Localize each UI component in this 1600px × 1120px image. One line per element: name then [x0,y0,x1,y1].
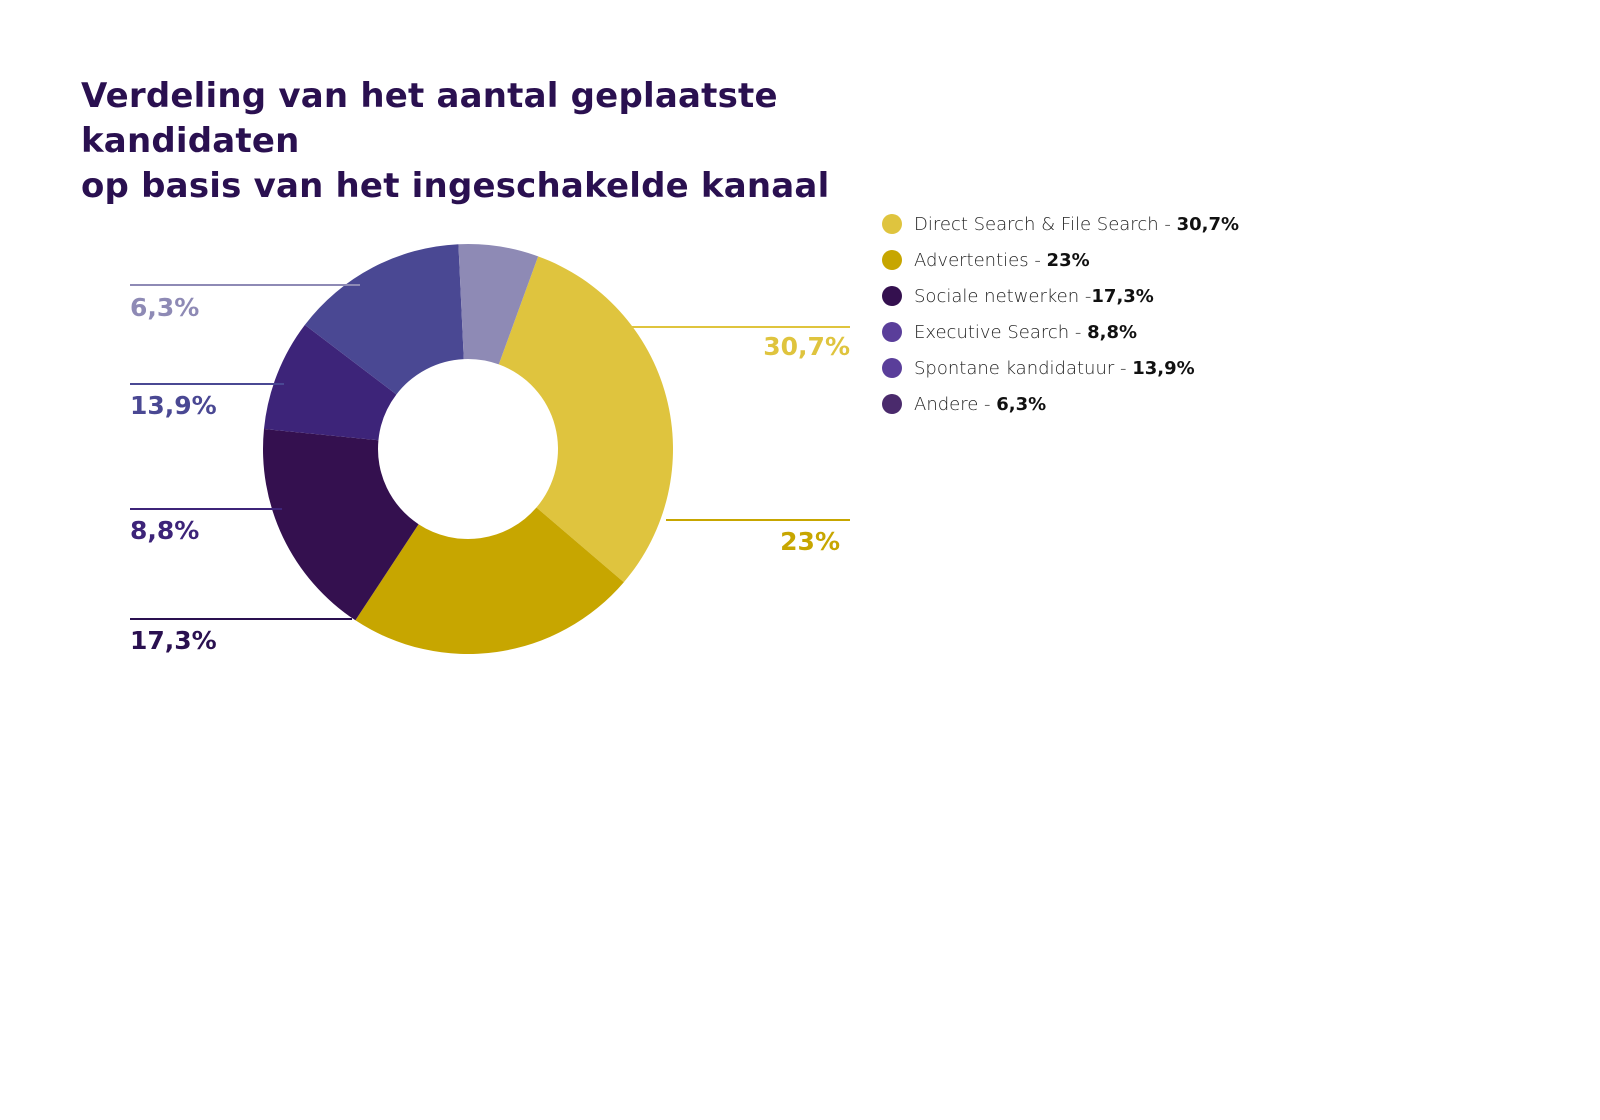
legend-swatch [882,250,902,270]
legend-swatch [882,214,902,234]
legend-item: Advertenties - 23% [882,242,1239,278]
legend-swatch [882,358,902,378]
legend-value: 30,7% [1176,213,1240,235]
slice-sociale-netwerken [263,428,419,621]
slice-spontane-kandidatuur [304,244,464,395]
chart-title: Verdeling van het aantal geplaatste kand… [81,74,981,209]
legend-item: Direct Search & File Search - 30,7% [882,206,1239,242]
slice-value-label: 6,3% [130,293,199,322]
legend-swatch [882,394,902,414]
legend-swatch [882,322,902,342]
slice-value-label: 17,3% [130,626,217,655]
chart-legend: Direct Search & File Search - 30,7% Adver… [882,206,1239,422]
legend-value: 17,3% [1091,285,1154,307]
legend-item: Executive Search - 8,8% [882,314,1239,350]
legend-label: Spontane kandidatuur - [914,357,1133,379]
legend-label: Direct Search & File Search - [914,213,1177,235]
slice-advertenties [355,507,624,654]
legend-item: Andere - 6,3% [882,386,1239,422]
legend-item: Spontane kandidatuur - 13,9% [882,350,1239,386]
legend-label: Andere - [914,393,997,415]
legend-label: Executive Search - [914,321,1088,343]
legend-value: 6,3% [996,393,1047,415]
legend-item: Sociale netwerken -17,3% [882,278,1239,314]
legend-swatch [882,286,902,306]
slice-value-label: 13,9% [130,391,217,420]
legend-value: 23% [1046,249,1090,271]
legend-value: 13,9% [1132,357,1195,379]
slice-value-label: 8,8% [130,516,199,545]
slice-executive-search [263,324,397,441]
legend-label: Advertenties - [914,249,1047,271]
legend-label: Sociale netwerken - [914,285,1092,307]
slice-andere [458,243,539,365]
legend-value: 8,8% [1087,321,1138,343]
chart-title-line-1: Verdeling van het aantal geplaatste kand… [81,76,778,161]
slice-value-label: 23% [780,527,840,556]
chart-title-line-2: op basis van het ingeschakelde kanaal [81,166,830,206]
slice-direct-search-file-search [498,256,673,583]
slice-value-label: 30,7% [763,332,850,361]
